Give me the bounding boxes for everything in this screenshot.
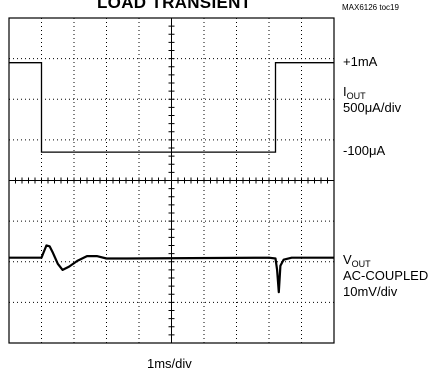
vout-coupling-label: AC-COUPLED [343, 268, 429, 283]
vout-trace [9, 244, 334, 294]
plot-frame [8, 17, 335, 344]
iout-trace [9, 62, 334, 153]
vout-name-main: V [343, 252, 352, 267]
graticule [9, 18, 334, 343]
x-scale-label: 1ms/div [147, 356, 192, 371]
vout-scale-label: 10mV/div [343, 284, 398, 299]
chart-title: LOAD TRANSIENT [97, 0, 252, 12]
figure-tag: MAX6126 toc19 [342, 3, 399, 12]
iout-name-label: IOUT [343, 84, 366, 101]
iout-name-main: I [343, 84, 347, 99]
iout-high-label: +1mA [343, 54, 378, 69]
iout-scale-label: 500μA/div [343, 100, 402, 115]
iout-low-label: -100μA [343, 143, 386, 158]
vout-name-sub: OUT [351, 259, 371, 269]
vout-name-label: VOUT [343, 252, 371, 269]
iout-name-sub: OUT [346, 91, 366, 101]
